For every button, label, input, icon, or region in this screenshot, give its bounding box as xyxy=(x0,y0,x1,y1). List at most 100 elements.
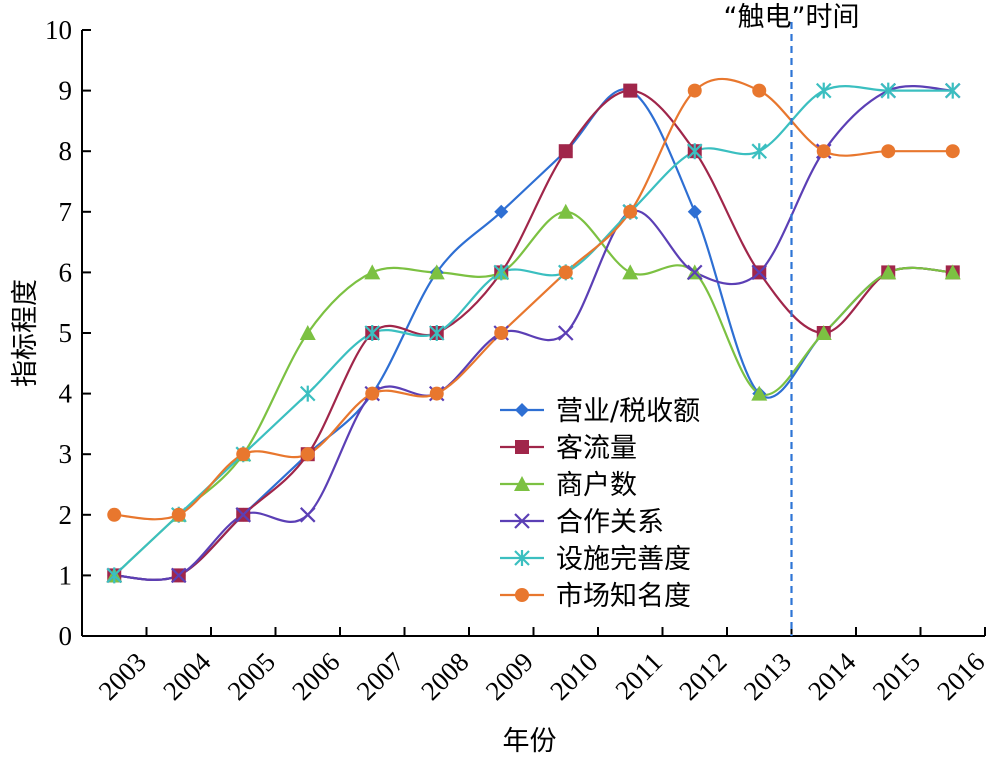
data-point-marker xyxy=(880,82,897,99)
series-markers-5 xyxy=(106,82,961,584)
x-tick-label: 2003 xyxy=(93,647,152,706)
x-axis-label: 年份 xyxy=(503,726,557,757)
legend-item: 合作关系 xyxy=(500,507,664,538)
data-point-marker xyxy=(514,513,530,529)
y-tick-label: 8 xyxy=(59,136,73,166)
x-tick-label: 2016 xyxy=(931,647,990,706)
data-point-marker xyxy=(944,264,961,280)
touch-time-annotation: “触电”时间 xyxy=(724,2,860,636)
x-tick-label: 2011 xyxy=(609,647,668,706)
y-tick-label: 6 xyxy=(59,257,73,287)
series-line-4 xyxy=(114,85,953,581)
x-tick-label: 2014 xyxy=(802,646,862,706)
y-tick-label: 1 xyxy=(59,560,73,590)
data-point-marker xyxy=(429,386,444,401)
legend-item: 营业/税收额 xyxy=(500,396,700,427)
x-tick-label: 2008 xyxy=(415,647,474,706)
data-point-marker xyxy=(299,507,316,523)
series-markers-1 xyxy=(107,83,960,583)
data-point-marker xyxy=(751,264,768,281)
data-point-marker xyxy=(514,476,530,491)
data-point-marker xyxy=(558,265,573,280)
legend-label: 营业/税收额 xyxy=(556,396,700,427)
series-line-2 xyxy=(114,89,953,581)
data-point-marker xyxy=(622,264,639,280)
x-tick-label: 2012 xyxy=(673,647,732,706)
legend-label: 市场知名度 xyxy=(556,581,691,612)
axis-ticks: 0 1 2 3 4 5 6 7 8 9 10 2003 2004 2005 2006 2007 2008 2009… xyxy=(45,15,991,706)
data-point-marker xyxy=(515,588,529,602)
series-markers-3 xyxy=(106,203,961,583)
data-point-marker xyxy=(170,567,187,584)
data-point-marker xyxy=(494,326,509,340)
data-point-marker xyxy=(106,567,123,584)
data-point-marker xyxy=(815,325,832,340)
data-point-marker xyxy=(751,143,768,160)
data-point-marker xyxy=(557,325,574,341)
data-point-marker xyxy=(557,203,574,219)
data-point-marker xyxy=(623,83,638,98)
y-tick-label: 9 xyxy=(59,76,73,106)
legend-label: 设施完善度 xyxy=(556,544,691,575)
legend-label: 商户数 xyxy=(556,470,637,501)
data-point-marker xyxy=(364,264,381,280)
data-point-marker xyxy=(364,325,381,341)
data-point-marker xyxy=(751,385,768,401)
x-tick-label: 2007 xyxy=(351,647,410,706)
x-tick-label: 2009 xyxy=(480,647,539,706)
data-point-marker xyxy=(686,264,703,281)
y-tick-label: 0 xyxy=(59,621,73,651)
touch-time-label: “触电”时间 xyxy=(724,2,860,33)
data-point-marker xyxy=(686,143,703,160)
y-tick-label: 5 xyxy=(59,318,73,348)
x-tick-label: 2005 xyxy=(222,647,281,706)
legend-item: 设施完善度 xyxy=(500,544,691,575)
legend-item: 市场知名度 xyxy=(500,581,691,612)
data-point-marker xyxy=(687,204,702,219)
data-point-marker xyxy=(299,325,316,340)
data-point-marker xyxy=(881,144,896,159)
legend-item: 客流量 xyxy=(500,433,637,464)
x-tick-label: 2010 xyxy=(544,647,603,706)
y-tick-label: 10 xyxy=(45,15,72,45)
data-point-marker xyxy=(880,264,897,280)
x-tick-label: 2006 xyxy=(286,647,345,706)
x-tick-label: 2013 xyxy=(738,647,797,706)
x-tick-label: 2004 xyxy=(157,646,217,706)
data-point-marker xyxy=(300,447,315,462)
series-markers-2 xyxy=(107,83,960,583)
y-axis-label: 指标程度 xyxy=(10,279,41,387)
series-markers xyxy=(106,82,961,584)
data-point-marker xyxy=(365,386,380,401)
data-point-marker xyxy=(515,440,529,454)
data-point-marker xyxy=(752,83,767,98)
data-point-marker xyxy=(944,82,961,99)
data-point-marker xyxy=(107,507,122,522)
series-line-6 xyxy=(114,77,953,521)
x-tick-label: 2015 xyxy=(867,647,926,706)
legend-label: 客流量 xyxy=(556,433,637,464)
series-markers-4 xyxy=(106,82,961,584)
data-point-marker xyxy=(236,447,251,462)
data-point-marker xyxy=(299,385,316,402)
series-line-3 xyxy=(113,210,953,577)
data-point-marker xyxy=(816,144,831,159)
data-point-marker xyxy=(815,82,832,99)
data-point-marker xyxy=(558,144,573,159)
data-point-marker xyxy=(171,507,186,522)
data-point-marker xyxy=(515,403,529,417)
data-point-marker xyxy=(687,83,702,98)
data-point-marker xyxy=(235,507,252,523)
data-point-marker xyxy=(623,204,638,219)
data-point-marker xyxy=(494,204,509,219)
legend-label: 合作关系 xyxy=(556,507,664,538)
data-point-marker xyxy=(945,144,960,159)
series-markers-6 xyxy=(107,83,960,522)
data-point-marker xyxy=(493,264,510,281)
data-point-marker xyxy=(514,550,530,566)
legend-item: 商户数 xyxy=(500,470,637,501)
data-point-marker xyxy=(428,325,445,341)
y-tick-label: 2 xyxy=(59,500,73,530)
